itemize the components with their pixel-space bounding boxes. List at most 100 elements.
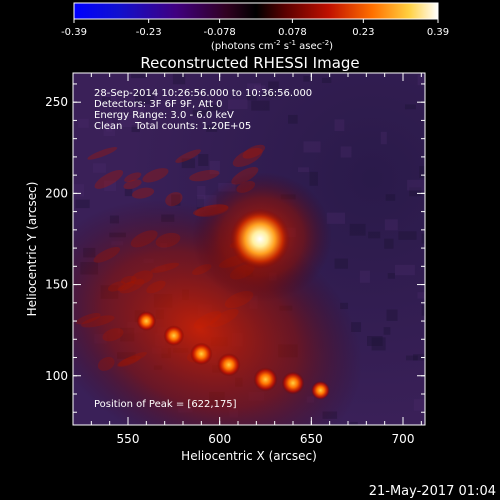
texture-blotch (351, 322, 362, 332)
texture-blotch (387, 273, 395, 279)
texture-blotch (384, 219, 398, 231)
footer-timestamp: 21-May-2017 01:04 (369, 484, 496, 499)
texture-blotch (288, 114, 298, 124)
texture-blotch (78, 118, 89, 128)
texture-blotch (334, 258, 348, 269)
ripple-streak (242, 144, 266, 159)
texture-blotch (198, 154, 209, 166)
colorbar: -0.39 -0.23 -0.078 0.078 0.23 0.39 (photons c… (61, 2, 449, 52)
texture-blotch (206, 125, 218, 132)
colorbar-tick-label: -0.23 (136, 27, 162, 38)
texture-blotch (409, 187, 422, 197)
peak-position-label: Position of Peak = [622,175] (94, 399, 237, 410)
texture-blotch (384, 238, 394, 249)
chart-title: Reconstructed RHESSI Image (140, 54, 359, 72)
arc-source (163, 325, 185, 346)
texture-blotch (92, 163, 106, 173)
peak-source (230, 208, 290, 269)
texture-blotch (251, 100, 270, 111)
annotations: 28-Sep-2014 10:26:56.000 to 10:36:56.000… (94, 88, 312, 410)
texture-blotch (309, 171, 318, 186)
texture-blotch (181, 158, 196, 169)
texture-blotch (246, 91, 257, 101)
ripple-streak (123, 179, 142, 190)
plot-frame (72, 72, 426, 426)
texture-blotch (386, 309, 398, 321)
ripple-streak (94, 169, 124, 189)
texture-blotch (102, 97, 111, 105)
texture-blotch (131, 125, 140, 133)
texture-blotch (413, 354, 425, 361)
texture-blotch (103, 122, 115, 137)
texture-blotch (417, 292, 425, 299)
arc-source (281, 371, 305, 395)
ripple-streak (175, 149, 202, 163)
texture-blotch (124, 188, 133, 197)
texture-blotch (405, 355, 418, 361)
texture-blotch (321, 77, 332, 83)
texture-blotch (367, 336, 383, 346)
texture-blotch (421, 233, 425, 244)
y-tick-label: 200 (45, 186, 68, 200)
texture-blotch (407, 179, 425, 191)
texture-blotch (263, 91, 276, 98)
arc-source (217, 353, 241, 377)
colorbar-tick-label: -0.39 (61, 27, 87, 38)
annotation-detectors: Detectors: 3F 6F 9F, Att 0 (94, 99, 222, 110)
ripple-streak (189, 169, 220, 182)
texture-blotch (73, 184, 85, 197)
colorbar-gradient (73, 2, 439, 20)
axes: 550 600 650 700 100 150 200 250 (45, 73, 425, 446)
texture-blotch (359, 270, 370, 283)
ripple-streak (232, 147, 263, 167)
arc-source (190, 342, 213, 366)
x-tick-label: 650 (300, 432, 323, 446)
texture-blotch (172, 73, 186, 85)
texture-blotch (197, 185, 206, 200)
ripple-streak (87, 147, 118, 160)
texture-blotch (106, 120, 113, 132)
arc-source (136, 311, 157, 331)
colorbar-tick-label: 0.23 (352, 27, 374, 38)
x-tick-label: 550 (117, 432, 140, 446)
x-tick-label: 600 (208, 432, 231, 446)
y-tick-label: 250 (45, 95, 68, 109)
colorbar-tick-label: 0.39 (427, 27, 449, 38)
texture-blotch (171, 194, 181, 206)
texture-blotch (395, 264, 415, 276)
texture-blotch (129, 106, 145, 114)
annotation-energy-range: Energy Range: 3.0 - 6.0 keV (94, 110, 234, 121)
texture-blotch (303, 75, 310, 82)
texture-blotch (209, 160, 220, 175)
ripple-streak (131, 187, 155, 199)
texture-blotch (340, 146, 352, 158)
colorbar-tick-label: 0.078 (278, 27, 307, 38)
texture-blotch (326, 212, 346, 224)
arc-source (253, 367, 278, 392)
colorbar-unit-label: (photons cm-2 s-1 asec-2) (211, 39, 333, 52)
texture-blotch (75, 199, 90, 209)
y-axis-label: Heliocentric Y (arcsec) (25, 182, 39, 317)
annotation-clean-counts: Clean Total counts: 1.20E+05 (94, 121, 251, 132)
x-axis-label: Heliocentric X (arcsec) (181, 449, 317, 463)
annotation-time-range: 28-Sep-2014 10:26:56.000 to 10:36:56.000 (94, 88, 312, 99)
y-tick-label: 150 (45, 278, 68, 292)
texture-blotch (371, 337, 386, 351)
x-tick-label: 700 (392, 432, 415, 446)
texture-blotch (404, 104, 416, 110)
texture-blotch (368, 231, 381, 239)
ripple-streak (124, 172, 142, 183)
colorbar-tick-label: -0.078 (203, 27, 235, 38)
texture-blotch (334, 119, 345, 132)
texture-blotch (247, 83, 262, 95)
texture-blotch (206, 104, 221, 112)
texture-blotch (104, 180, 117, 192)
texture-blotch (192, 109, 209, 116)
texture-blotch (398, 231, 417, 240)
texture-blotch (349, 223, 366, 236)
texture-blotch (130, 73, 146, 79)
texture-blotch (350, 421, 358, 425)
texture-blotch (303, 141, 321, 153)
texture-blotch (268, 81, 279, 90)
